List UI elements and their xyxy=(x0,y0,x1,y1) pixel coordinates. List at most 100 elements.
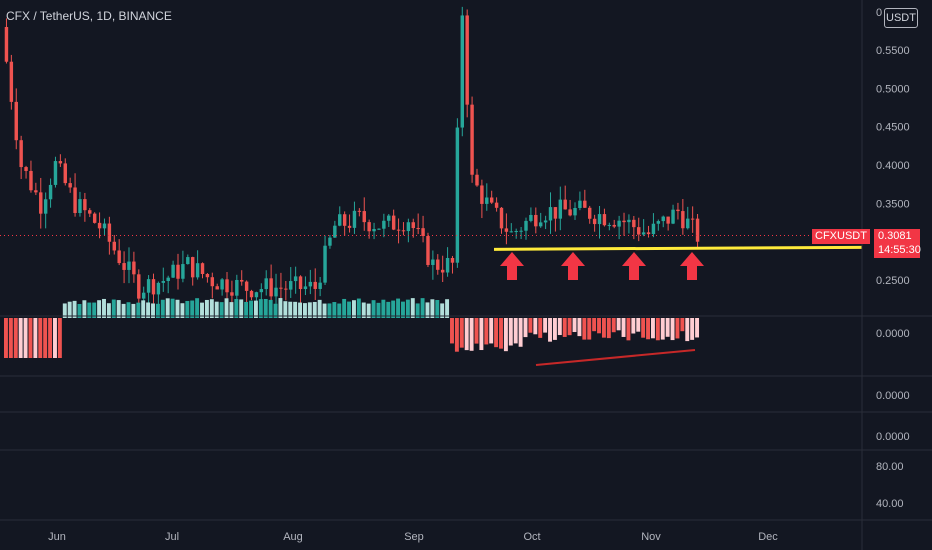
histogram-bar xyxy=(48,318,53,358)
candle-body xyxy=(156,282,161,295)
candle-body xyxy=(573,207,577,216)
time-axis-label: Oct xyxy=(523,531,540,543)
histogram-bar xyxy=(665,318,670,337)
histogram-bar xyxy=(28,318,33,358)
histogram-bar xyxy=(121,303,126,318)
histogram-bar xyxy=(8,318,13,358)
histogram-bar xyxy=(405,299,410,318)
histogram-bar xyxy=(214,301,219,318)
candle-body xyxy=(264,278,268,290)
histogram-bar xyxy=(577,318,582,337)
candle-body xyxy=(141,292,146,299)
candle-body xyxy=(176,264,180,279)
price-axis-label: 0.4500 xyxy=(876,122,910,134)
candle-body xyxy=(181,264,185,279)
candle-body xyxy=(78,199,82,214)
histogram-bar xyxy=(190,300,195,318)
candle-body xyxy=(548,207,553,221)
histogram-bar xyxy=(508,318,513,346)
histogram-bar xyxy=(327,303,332,318)
histogram-bar xyxy=(567,318,572,336)
histogram-bar xyxy=(347,301,352,318)
currency-button[interactable]: USDT xyxy=(884,8,918,28)
candle-body xyxy=(416,228,420,230)
histogram-bar xyxy=(175,299,180,318)
candle-body xyxy=(318,282,322,289)
price-axis-label: 0.3500 xyxy=(876,198,910,210)
histogram-bar xyxy=(621,318,626,337)
histogram-bar xyxy=(102,298,106,318)
candle-body xyxy=(186,257,190,265)
histogram-bar xyxy=(337,303,342,318)
histogram-bar xyxy=(317,299,322,318)
histogram-bar xyxy=(72,300,77,318)
price-axis-label: 0.5500 xyxy=(876,45,910,57)
divergence-line xyxy=(535,349,696,366)
histogram-bar xyxy=(557,318,562,336)
candle-body xyxy=(200,263,205,275)
candle-body xyxy=(671,209,675,224)
histogram-bar xyxy=(180,303,185,318)
indicator-axis-label: 80.00 xyxy=(876,461,904,473)
candle-body xyxy=(161,281,166,283)
oscillator-pane xyxy=(4,298,700,358)
histogram-bar xyxy=(459,318,464,348)
histogram-bar xyxy=(268,299,273,318)
histogram-bar xyxy=(494,318,499,348)
candle-body xyxy=(612,224,616,227)
candle-body xyxy=(195,263,200,278)
histogram-bar xyxy=(298,302,303,318)
time-axis[interactable]: Jun Jul Aug Sep Oct Nov Dec xyxy=(48,531,778,543)
histogram-bar xyxy=(87,302,92,318)
candle-body xyxy=(588,207,592,219)
histogram-bar xyxy=(499,318,503,349)
candle-body xyxy=(382,220,386,229)
candle-body xyxy=(4,27,9,62)
histogram-bar xyxy=(62,303,67,318)
histogram-bar xyxy=(611,318,616,333)
candle-body xyxy=(578,200,582,208)
candle-body xyxy=(132,261,136,275)
histogram-bar xyxy=(160,299,165,318)
candle-body xyxy=(475,174,479,186)
candle-body xyxy=(29,170,33,191)
candle-body xyxy=(220,279,224,290)
histogram-bar xyxy=(670,318,675,341)
histogram-bar xyxy=(552,318,557,340)
histogram-bar xyxy=(469,318,474,351)
time-axis-label: Jun xyxy=(48,531,66,543)
candle-body xyxy=(357,210,362,212)
histogram-bar xyxy=(263,298,268,318)
candle-body xyxy=(431,259,435,265)
histogram-bar xyxy=(151,303,155,318)
histogram-bar xyxy=(513,318,518,344)
histogram-bar xyxy=(111,299,116,318)
histogram-bar xyxy=(538,318,543,338)
time-axis-label: Jul xyxy=(165,531,179,543)
candle-body xyxy=(406,222,411,232)
histogram-bar xyxy=(376,302,381,318)
candle-body xyxy=(235,279,239,296)
indicator-axis-label: 0.0000 xyxy=(876,431,910,443)
histogram-bar xyxy=(572,318,577,333)
candle-body xyxy=(396,229,401,231)
histogram-bar xyxy=(562,318,567,337)
candle-body xyxy=(117,250,121,264)
candle-body xyxy=(146,279,151,293)
candle-body xyxy=(514,231,518,233)
histogram-bar xyxy=(57,318,62,358)
candle-body xyxy=(34,190,38,193)
histogram-bar xyxy=(249,300,253,318)
price-axis[interactable]: 0.5500 0.5000 0.4500 0.4000 0.3500 0.2500 0 0.0… xyxy=(876,7,910,510)
candle-body xyxy=(460,15,464,128)
histogram-bar xyxy=(224,298,229,318)
candle-body xyxy=(445,257,450,273)
histogram-bar xyxy=(97,300,102,318)
price-axis-label: 0.2500 xyxy=(876,275,910,287)
candle-body xyxy=(274,287,278,297)
candle-body xyxy=(284,288,288,290)
histogram-bar xyxy=(366,303,371,318)
price-axis-label: 0.5000 xyxy=(876,83,910,95)
candle-body xyxy=(480,185,484,204)
